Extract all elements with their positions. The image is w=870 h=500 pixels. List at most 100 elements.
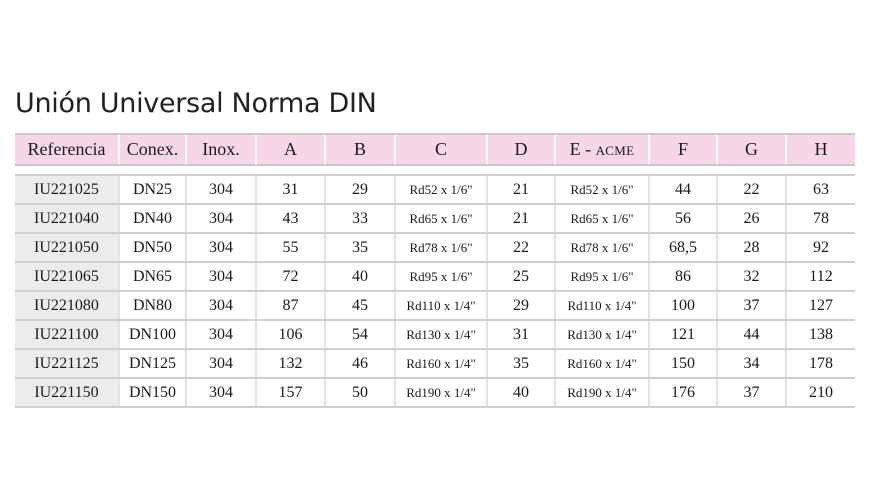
table-row: IU221100 DN100 304 106 54 Rd130 x 1/4" 31 Rd130…: [15, 320, 855, 350]
cell-h: 138: [785, 320, 855, 350]
cell-referencia: IU221080: [15, 291, 119, 321]
cell-e: Rd78 x 1/6": [554, 233, 649, 263]
cell-f: 86: [648, 262, 717, 292]
cell-d: 35: [486, 349, 555, 379]
cell-g: 28: [716, 233, 786, 263]
cell-d: 22: [486, 233, 555, 263]
cell-b: 46: [324, 349, 395, 379]
cell-inox: 304: [185, 349, 256, 379]
cell-inox: 304: [185, 320, 256, 350]
header-b: B: [324, 133, 395, 166]
cell-inox: 304: [185, 233, 256, 263]
header-g: G: [716, 133, 786, 166]
cell-inox: 304: [185, 262, 256, 292]
cell-referencia: IU221125: [15, 349, 119, 379]
cell-conex: DN50: [118, 233, 186, 263]
cell-a: 87: [255, 291, 325, 321]
cell-b: 33: [324, 204, 395, 234]
cell-f: 176: [648, 378, 717, 408]
table-row: IU221025 DN25 304 31 29 Rd52 x 1/6" 21 Rd52 x 1…: [15, 174, 855, 205]
cell-d: 21: [486, 204, 555, 234]
header-referencia: Referencia: [15, 133, 119, 166]
header-d: D: [486, 133, 555, 166]
cell-e: Rd110 x 1/4": [554, 291, 649, 321]
cell-g: 37: [716, 378, 786, 408]
cell-c: Rd190 x 1/4": [394, 378, 487, 408]
cell-c: Rd130 x 1/4": [394, 320, 487, 350]
cell-a: 157: [255, 378, 325, 408]
cell-c: Rd52 x 1/6": [394, 174, 487, 205]
cell-b: 45: [324, 291, 395, 321]
cell-conex: DN40: [118, 204, 186, 234]
header-e-suffix: ACME: [595, 143, 635, 158]
cell-referencia: IU221025: [15, 174, 119, 205]
cell-a: 106: [255, 320, 325, 350]
cell-c: Rd95 x 1/6": [394, 262, 487, 292]
cell-d: 25: [486, 262, 555, 292]
cell-a: 72: [255, 262, 325, 292]
cell-a: 43: [255, 204, 325, 234]
cell-f: 56: [648, 204, 717, 234]
cell-b: 50: [324, 378, 395, 408]
table-row: IU221125 DN125 304 132 46 Rd160 x 1/4" 35 Rd160…: [15, 349, 855, 379]
cell-conex: DN25: [118, 174, 186, 205]
page-title: Unión Universal Norma DIN: [15, 88, 377, 119]
table-row: IU221150 DN150 304 157 50 Rd190 x 1/4" 40 Rd190…: [15, 378, 855, 408]
cell-referencia: IU221040: [15, 204, 119, 234]
cell-g: 34: [716, 349, 786, 379]
cell-conex: DN150: [118, 378, 186, 408]
header-c: C: [394, 133, 487, 166]
header-a: A: [255, 133, 325, 166]
cell-c: Rd110 x 1/4": [394, 291, 487, 321]
cell-g: 22: [716, 174, 786, 205]
cell-referencia: IU221065: [15, 262, 119, 292]
cell-e: Rd65 x 1/6": [554, 204, 649, 234]
cell-g: 32: [716, 262, 786, 292]
cell-inox: 304: [185, 378, 256, 408]
cell-g: 37: [716, 291, 786, 321]
cell-f: 100: [648, 291, 717, 321]
cell-a: 132: [255, 349, 325, 379]
cell-b: 35: [324, 233, 395, 263]
cell-a: 55: [255, 233, 325, 263]
cell-conex: DN65: [118, 262, 186, 292]
cell-inox: 304: [185, 204, 256, 234]
cell-e: Rd52 x 1/6": [554, 174, 649, 205]
header-conex: Conex.: [118, 133, 186, 166]
cell-referencia: IU221100: [15, 320, 119, 350]
cell-c: Rd78 x 1/6": [394, 233, 487, 263]
cell-e: Rd95 x 1/6": [554, 262, 649, 292]
header-row: Referencia Conex. Inox. A B C D E - ACME…: [15, 133, 855, 166]
cell-e: Rd130 x 1/4": [554, 320, 649, 350]
cell-g: 26: [716, 204, 786, 234]
cell-f: 121: [648, 320, 717, 350]
cell-b: 29: [324, 174, 395, 205]
cell-f: 44: [648, 174, 717, 205]
cell-conex: DN125: [118, 349, 186, 379]
header-h: H: [785, 133, 855, 166]
cell-h: 63: [785, 174, 855, 205]
cell-h: 178: [785, 349, 855, 379]
cell-d: 21: [486, 174, 555, 205]
cell-a: 31: [255, 174, 325, 205]
cell-d: 40: [486, 378, 555, 408]
spec-table: Referencia Conex. Inox. A B C D E - ACME…: [15, 133, 855, 408]
cell-f: 150: [648, 349, 717, 379]
table-row: IU221050 DN50 304 55 35 Rd78 x 1/6" 22 Rd78 x 1…: [15, 233, 855, 263]
cell-conex: DN80: [118, 291, 186, 321]
table-row: IU221065 DN65 304 72 40 Rd95 x 1/6" 25 Rd95 x 1…: [15, 262, 855, 292]
cell-h: 210: [785, 378, 855, 408]
header-inox: Inox.: [185, 133, 256, 166]
cell-f: 68,5: [648, 233, 717, 263]
cell-g: 44: [716, 320, 786, 350]
cell-e: Rd160 x 1/4": [554, 349, 649, 379]
cell-inox: 304: [185, 291, 256, 321]
header-f: F: [648, 133, 717, 166]
cell-h: 92: [785, 233, 855, 263]
cell-d: 31: [486, 320, 555, 350]
cell-h: 112: [785, 262, 855, 292]
cell-c: Rd160 x 1/4": [394, 349, 487, 379]
cell-inox: 304: [185, 174, 256, 205]
cell-h: 78: [785, 204, 855, 234]
table-row: IU221040 DN40 304 43 33 Rd65 x 1/6" 21 Rd65 x 1…: [15, 204, 855, 234]
